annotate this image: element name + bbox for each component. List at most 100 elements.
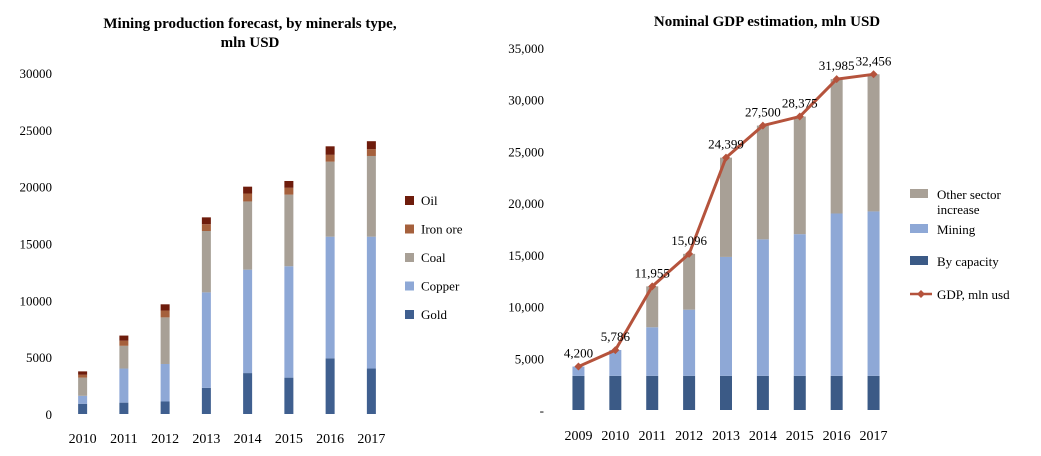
bar-copper-2011 [119, 368, 129, 403]
bar-iron-ore-2015 [284, 187, 294, 195]
gdp-data-label-2015: 28,375 [782, 96, 818, 111]
bar-iron-ore-2017 [366, 149, 376, 156]
y-tick-label: 15,000 [508, 248, 544, 263]
x-tick-label: 2014 [749, 429, 777, 444]
legend-swatch-iron-ore [405, 224, 414, 234]
bar-gold-2015 [284, 377, 294, 414]
left-legend: Oil Iron ore Coal Copper Gold [405, 193, 463, 322]
gdp-marker-2012 [685, 249, 694, 258]
x-tick-label: 2013 [192, 432, 220, 447]
bar-coal-2015 [284, 194, 294, 267]
bar-oil-2010 [78, 371, 88, 375]
bar-gold-2016 [325, 358, 335, 414]
bar-coal-2016 [325, 161, 335, 237]
bar-by-capacity-2017 [867, 375, 880, 410]
bar-copper-2013 [201, 292, 211, 388]
bar-coal-2012 [160, 317, 170, 364]
legend-label-coal: Coal [421, 250, 446, 265]
bar-gold-2017 [366, 368, 376, 414]
legend-swatch-by-capacity [910, 256, 928, 265]
bar-coal-2010 [78, 377, 88, 396]
x-tick-label: 2012 [151, 432, 179, 447]
gdp-marker-2009 [574, 362, 583, 371]
bar-iron-ore-2012 [160, 310, 170, 318]
left-axes: 0 5000 10000 15000 20000 25000 30000 2010 2011 20… [20, 66, 386, 447]
gdp-data-label-2012: 15,096 [671, 233, 707, 248]
y-tick-label: 30000 [20, 66, 53, 81]
x-tick-label: 2016 [316, 432, 344, 447]
bar-gold-2014 [243, 373, 253, 414]
bar-mining-2016 [830, 213, 843, 376]
legend-label-line-2: increase [937, 202, 980, 217]
bar-copper-2010 [78, 395, 88, 404]
bar-gold-2011 [119, 402, 129, 414]
y-tick-label: 20,000 [508, 196, 544, 211]
gdp-data-label-2009: 4,200 [564, 346, 593, 361]
bar-other-sector-increase-2011 [646, 286, 659, 328]
bar-by-capacity-2013 [720, 375, 732, 410]
y-tick-label: 25,000 [508, 144, 544, 159]
gdp-estimation-chart: Nominal GDP estimation, mln USD - 5,000 10… [508, 14, 1010, 444]
bar-mining-2011 [646, 327, 659, 376]
legend-swatch-coal [405, 253, 414, 262]
legend-label-mining: Mining [937, 222, 976, 237]
bar-oil-2015 [284, 180, 294, 188]
gdp-marker-2010 [611, 346, 620, 355]
y-tick-label: 5,000 [515, 351, 544, 366]
x-tick-label: 2015 [275, 432, 303, 447]
bar-other-sector-increase-2016 [830, 79, 843, 214]
gdp-data-label-2013: 24,399 [708, 137, 744, 152]
chart-title: Nominal GDP estimation, mln USD [654, 14, 880, 30]
x-tick-label: 2012 [675, 429, 703, 444]
gdp-data-label-2016: 31,985 [819, 58, 855, 73]
bar-oil-2016 [325, 146, 335, 155]
gdp-marker-2015 [795, 112, 804, 121]
chart-title-line-2: mln USD [221, 35, 280, 51]
x-tick-label: 2009 [564, 429, 592, 444]
y-tick-label: 15000 [20, 237, 53, 252]
bar-coal-2014 [243, 201, 253, 270]
bar-by-capacity-2014 [756, 375, 769, 410]
y-tick-label: 25000 [20, 123, 53, 138]
bar-mining-2015 [793, 234, 806, 376]
bar-copper-2016 [325, 236, 335, 359]
x-tick-label: 2013 [712, 429, 740, 444]
bar-other-sector-increase-2014 [756, 125, 769, 240]
x-tick-label: 2011 [638, 429, 665, 444]
y-tick-label: 10000 [20, 293, 53, 308]
bar-mining-2009 [572, 366, 585, 376]
bar-by-capacity-2010 [609, 375, 622, 410]
y-tick-label: 30,000 [508, 93, 544, 108]
gdp-marker-2017 [869, 70, 878, 79]
gdp-marker-2014 [758, 121, 767, 130]
legend-label-gdp-mln-usd: GDP, mln usd [937, 287, 1010, 302]
bar-oil-2013 [201, 217, 211, 225]
bar-by-capacity-2009 [572, 375, 585, 410]
legend-swatch-gold [405, 310, 414, 319]
bar-coal-2013 [201, 230, 211, 293]
bar-by-capacity-2015 [793, 375, 806, 410]
right-axes: - 5,000 10,000 15,000 20,000 25,000 30,000 35,0… [508, 41, 887, 444]
gdp-data-label-2017: 32,456 [856, 53, 892, 68]
x-tick-label: 2010 [69, 432, 97, 447]
gdp-data-label-2011: 11,955 [635, 265, 670, 280]
bar-other-sector-increase-2012 [683, 253, 696, 310]
legend-swatch-mining [910, 224, 928, 233]
chart-title-line-1: Mining production forecast, by minerals … [103, 16, 396, 32]
bar-iron-ore-2014 [243, 193, 253, 202]
bar-by-capacity-2016 [830, 375, 843, 410]
x-tick-label: 2017 [860, 429, 888, 444]
y-tick-label: 35,000 [508, 41, 544, 56]
bar-mining-2010 [609, 350, 622, 376]
bar-coal-2017 [366, 155, 376, 237]
bar-other-sector-increase-2013 [720, 157, 732, 257]
bar-coal-2011 [119, 345, 129, 369]
y-tick-label: 0 [46, 407, 53, 422]
gdp-marker-2011 [648, 282, 657, 291]
legend-label-by-capacity: By capacity [937, 254, 999, 269]
bar-gold-2010 [78, 403, 88, 414]
legend-label-iron-ore: Iron ore [421, 222, 463, 237]
bar-copper-2012 [160, 363, 170, 402]
